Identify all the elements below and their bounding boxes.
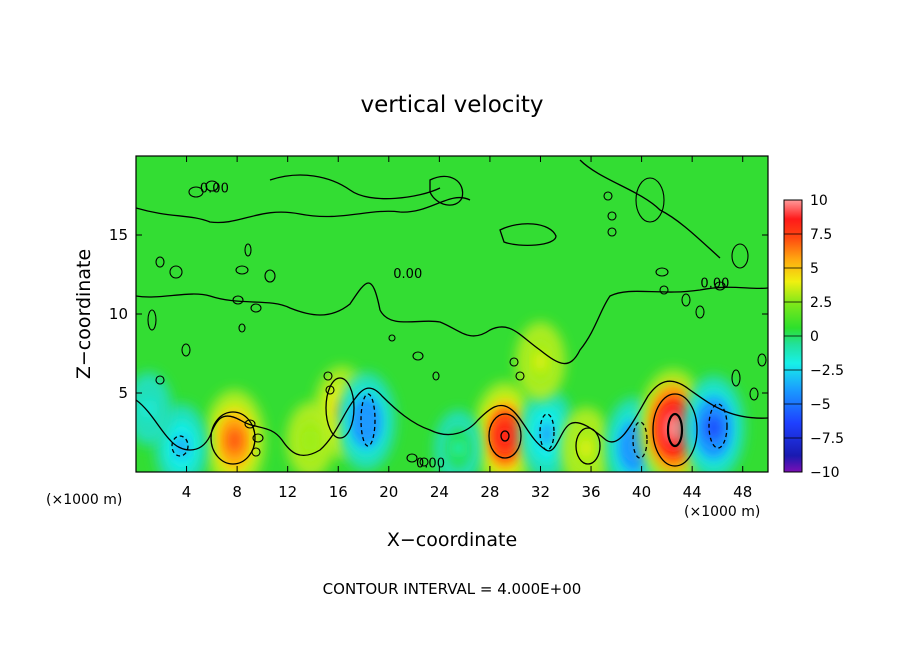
x-tick-label: 4 bbox=[182, 483, 192, 501]
x-tick-label: 20 bbox=[379, 483, 398, 501]
x-tick-label: 40 bbox=[632, 483, 651, 501]
contour-line bbox=[488, 413, 522, 459]
x-tick-label: 44 bbox=[683, 483, 702, 501]
contour-line-negative bbox=[539, 413, 555, 451]
x-tick-label: 32 bbox=[531, 483, 550, 501]
contour-line bbox=[499, 223, 557, 247]
x-tick-label: 48 bbox=[733, 483, 752, 501]
x-tick-label: 16 bbox=[329, 483, 348, 501]
contour-label: 0.00 bbox=[416, 457, 445, 472]
x-tick-label: 8 bbox=[232, 483, 242, 501]
colorbar-tick-label: 10 bbox=[810, 193, 828, 209]
colorbar-tick-label: −5 bbox=[810, 397, 831, 413]
x-tick-label: 28 bbox=[480, 483, 499, 501]
downdraft-cell bbox=[136, 372, 172, 446]
contour-label: 0.00 bbox=[200, 182, 229, 197]
contour-line bbox=[666, 412, 684, 448]
contour-line bbox=[575, 427, 601, 465]
contour-line bbox=[325, 377, 355, 439]
contour-line bbox=[136, 282, 768, 365]
contour-line bbox=[269, 174, 441, 200]
x-unit-left: (×1000 m) bbox=[46, 492, 122, 508]
contour-line bbox=[210, 411, 256, 465]
colorbar-tick-label: −10 bbox=[810, 465, 840, 481]
plot-area: 0.000.000.000.00 4 8 12 16 20 24 28 32 36 40 44 48 … bbox=[109, 155, 769, 501]
contour-line bbox=[429, 175, 464, 206]
y-tick-label: 5 bbox=[118, 384, 128, 402]
y-axis-label: Z−coordinate bbox=[73, 249, 95, 379]
x-tick-label: 36 bbox=[581, 483, 600, 501]
downdraft-cell bbox=[336, 372, 396, 471]
contour-label: 0.00 bbox=[700, 276, 729, 291]
colorbar-tick-label: −2.5 bbox=[810, 363, 844, 379]
chart-title: vertical velocity bbox=[361, 92, 544, 118]
x-tick-label: 12 bbox=[278, 483, 297, 501]
contour-interval-text: CONTOUR INTERVAL = 4.000E+00 bbox=[323, 580, 582, 598]
contour-line-negative bbox=[632, 421, 648, 459]
contour-line-negative bbox=[360, 393, 376, 447]
updraft-cell bbox=[286, 402, 335, 472]
contour-line bbox=[579, 159, 721, 259]
contour-line bbox=[652, 393, 698, 467]
updraft-cell bbox=[204, 389, 265, 472]
colorbar-tick-label: 5 bbox=[810, 261, 819, 277]
x-tick-label: 24 bbox=[430, 483, 449, 501]
contour-label: 0.00 bbox=[393, 267, 422, 282]
contour-line-negative bbox=[171, 435, 189, 457]
colorbar-tick-label: 7.5 bbox=[810, 227, 832, 243]
downdraft-cell bbox=[682, 375, 745, 472]
x-axis-label: X−coordinate bbox=[387, 529, 517, 551]
contour-line-negative bbox=[708, 403, 728, 449]
y-tick-label: 15 bbox=[109, 226, 128, 244]
x-unit-right: (×1000 m) bbox=[684, 504, 760, 520]
contour-line bbox=[136, 380, 768, 456]
y-tick-label: 10 bbox=[109, 305, 128, 323]
contour-line bbox=[136, 196, 471, 224]
colorbar: 10 7.5 5 2.5 0 −2.5 −5 −7.5 −10 bbox=[783, 193, 844, 481]
colorbar-tick-label: 2.5 bbox=[810, 295, 832, 311]
colorbar-tick-label: 0 bbox=[810, 329, 819, 345]
colorbar-tick-label: −7.5 bbox=[810, 431, 844, 447]
contour-line bbox=[500, 430, 510, 442]
updraft-cell bbox=[560, 407, 612, 472]
downdraft-cell bbox=[434, 410, 483, 472]
